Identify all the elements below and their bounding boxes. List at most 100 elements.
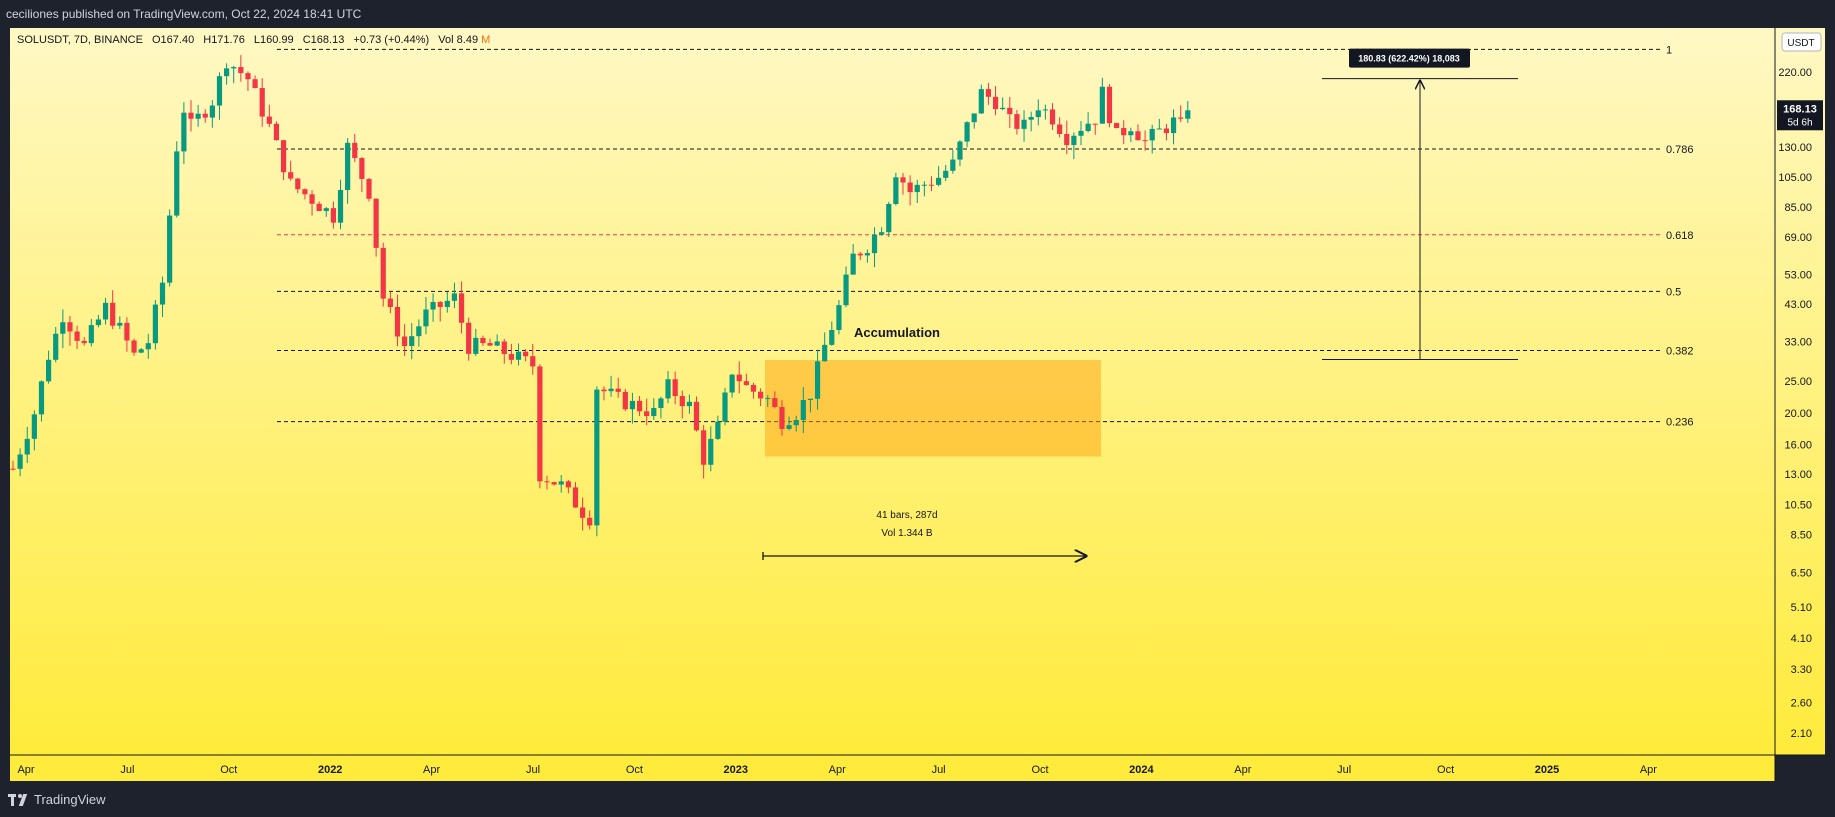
price-axis-background[interactable] <box>1775 28 1825 755</box>
candle-body <box>409 336 415 347</box>
accumulation-label[interactable]: Accumulation <box>854 325 940 340</box>
candle <box>1099 77 1105 124</box>
candle-body <box>202 113 208 118</box>
price-chart[interactable]: 1 0.786 0.618 0.5 0.382 0.236 180.83 (622.42%… <box>10 28 1825 781</box>
candle <box>829 321 835 346</box>
candle <box>1021 110 1027 142</box>
candle-body <box>651 407 657 417</box>
candle-body <box>266 116 272 124</box>
candle <box>316 201 322 212</box>
candle <box>715 415 721 441</box>
candle-body <box>1064 133 1070 146</box>
symbol-legend[interactable]: SOLUSDT, 7D, BINANCE O167.40 H171.76 L16… <box>17 34 490 46</box>
candle <box>117 316 123 330</box>
candle <box>523 349 529 362</box>
candle-body <box>572 487 579 508</box>
last-price-tag[interactable]: 168.13 5d 6h <box>1777 100 1823 131</box>
legend-low: L160.99 <box>254 34 294 46</box>
candle-body <box>188 112 194 119</box>
candle-body <box>729 374 735 393</box>
publish-header: ceciliones published on TradingView.com,… <box>0 0 1835 28</box>
legend-volume-label: Vol <box>438 34 453 46</box>
candle-body <box>167 215 173 283</box>
price-tick: 85.00 <box>1784 202 1812 214</box>
candle <box>736 361 742 394</box>
candle <box>330 201 336 229</box>
range-stats-label: 41 bars, 287d <box>876 510 937 521</box>
candle <box>558 475 564 493</box>
candle-body <box>280 140 287 173</box>
candle-body <box>24 438 30 455</box>
candle <box>138 348 144 354</box>
candle-body <box>708 438 714 465</box>
candle-body <box>437 302 443 307</box>
time-tick: Apr <box>17 764 34 776</box>
candle-body <box>81 340 87 344</box>
candle-body <box>145 343 151 350</box>
candle <box>288 160 294 181</box>
candle <box>1000 97 1006 111</box>
candle-body <box>316 203 322 212</box>
candle-body <box>1085 123 1091 132</box>
candle-body <box>544 481 550 483</box>
currency-badge[interactable]: USDT <box>1781 32 1822 52</box>
chart-frame[interactable]: 1 0.786 0.618 0.5 0.382 0.236 180.83 (622.42%… <box>10 28 1825 781</box>
candle-body <box>594 389 600 526</box>
candle-body <box>629 400 636 410</box>
candle-body <box>1042 109 1048 111</box>
candle <box>672 371 678 405</box>
candle <box>943 164 949 182</box>
price-tick: 10.50 <box>1784 499 1812 511</box>
candle-body <box>131 340 137 353</box>
candle-body <box>138 349 144 353</box>
candle-body <box>17 454 23 469</box>
candle <box>1142 130 1148 151</box>
candle-body <box>423 309 429 327</box>
candle-body <box>772 398 778 407</box>
candle <box>473 328 479 357</box>
candle-body <box>110 302 116 326</box>
candle-body <box>693 401 700 431</box>
price-tick: 8.50 <box>1791 529 1812 541</box>
candle-body <box>587 517 593 526</box>
candle <box>451 282 458 309</box>
time-axis-background[interactable] <box>10 755 1775 781</box>
candle <box>651 398 657 421</box>
candle <box>1163 123 1170 141</box>
accumulation-box[interactable] <box>765 360 1101 457</box>
candle-body <box>508 354 514 360</box>
tradingview-logo[interactable]: TradingView <box>8 782 106 817</box>
candle <box>572 481 579 508</box>
candle <box>487 338 493 346</box>
candle <box>850 243 856 275</box>
time-tick: Apr <box>1640 764 1657 776</box>
time-tick: 2023 <box>724 764 748 776</box>
candle <box>416 319 422 347</box>
candle <box>259 78 265 127</box>
candle <box>779 400 785 436</box>
candle-body <box>921 184 927 186</box>
candle <box>508 343 514 365</box>
candle <box>352 134 358 162</box>
fibonacci-retracement[interactable]: 1 0.786 0.618 0.5 0.382 0.236 <box>277 44 1694 429</box>
price-tick: 69.00 <box>1784 232 1812 244</box>
candle <box>594 386 600 537</box>
candle <box>679 390 685 419</box>
candle <box>565 479 571 494</box>
time-tick: 2025 <box>1535 764 1559 776</box>
candle-body <box>893 177 899 204</box>
candle-body <box>288 172 294 179</box>
tradingview-logo-icon <box>8 793 28 806</box>
candle-body <box>231 67 237 69</box>
axes: 2.10 2.60 3.30 4.10 5.10 6.50 8.50 10.50 13.00 16… <box>17 67 1812 776</box>
candle-body <box>686 401 692 407</box>
candle-body <box>501 341 507 355</box>
candle-body <box>886 203 892 233</box>
candle <box>380 242 386 307</box>
currency-badge-text: USDT <box>1787 38 1814 49</box>
candle-body <box>181 112 187 152</box>
candle-body <box>765 398 771 400</box>
svg-text:SOLUSDT, 7D, BINANCE O: SOLUSDT, 7D, BINANCE O167.40 H171.76 L16… <box>17 34 490 46</box>
price-range-measure[interactable]: 180.83 (622.42%) 18,083 <box>1322 48 1518 361</box>
candle <box>1007 96 1013 128</box>
